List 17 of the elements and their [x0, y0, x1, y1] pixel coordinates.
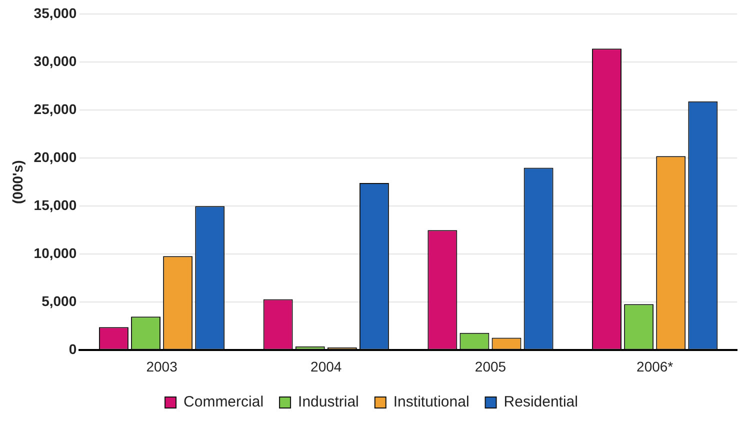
y-tick-label: 15,000 [34, 196, 77, 213]
y-tick-label: 10,000 [34, 245, 77, 261]
y-tick-label: 20,000 [34, 148, 77, 165]
legend-label: Residential [504, 394, 578, 411]
y-tick-label: 0 [68, 341, 77, 358]
y-axis-title: (000's) [9, 160, 26, 204]
legend-label: Commercial [184, 394, 264, 411]
y-tick-label: 25,000 [34, 100, 77, 117]
y-tick-label: 35,000 [34, 4, 77, 21]
x-tick-label: 2006* [636, 358, 674, 374]
x-tick-label: 2005 [474, 358, 506, 374]
y-tick-label: 5,000 [42, 293, 77, 310]
legend-label: Industrial [298, 394, 359, 411]
x-tick-label: 2004 [310, 358, 342, 374]
legend-label: Institutional [393, 394, 470, 411]
y-tick-label: 30,000 [34, 52, 77, 69]
x-tick-label: 2003 [146, 358, 178, 374]
